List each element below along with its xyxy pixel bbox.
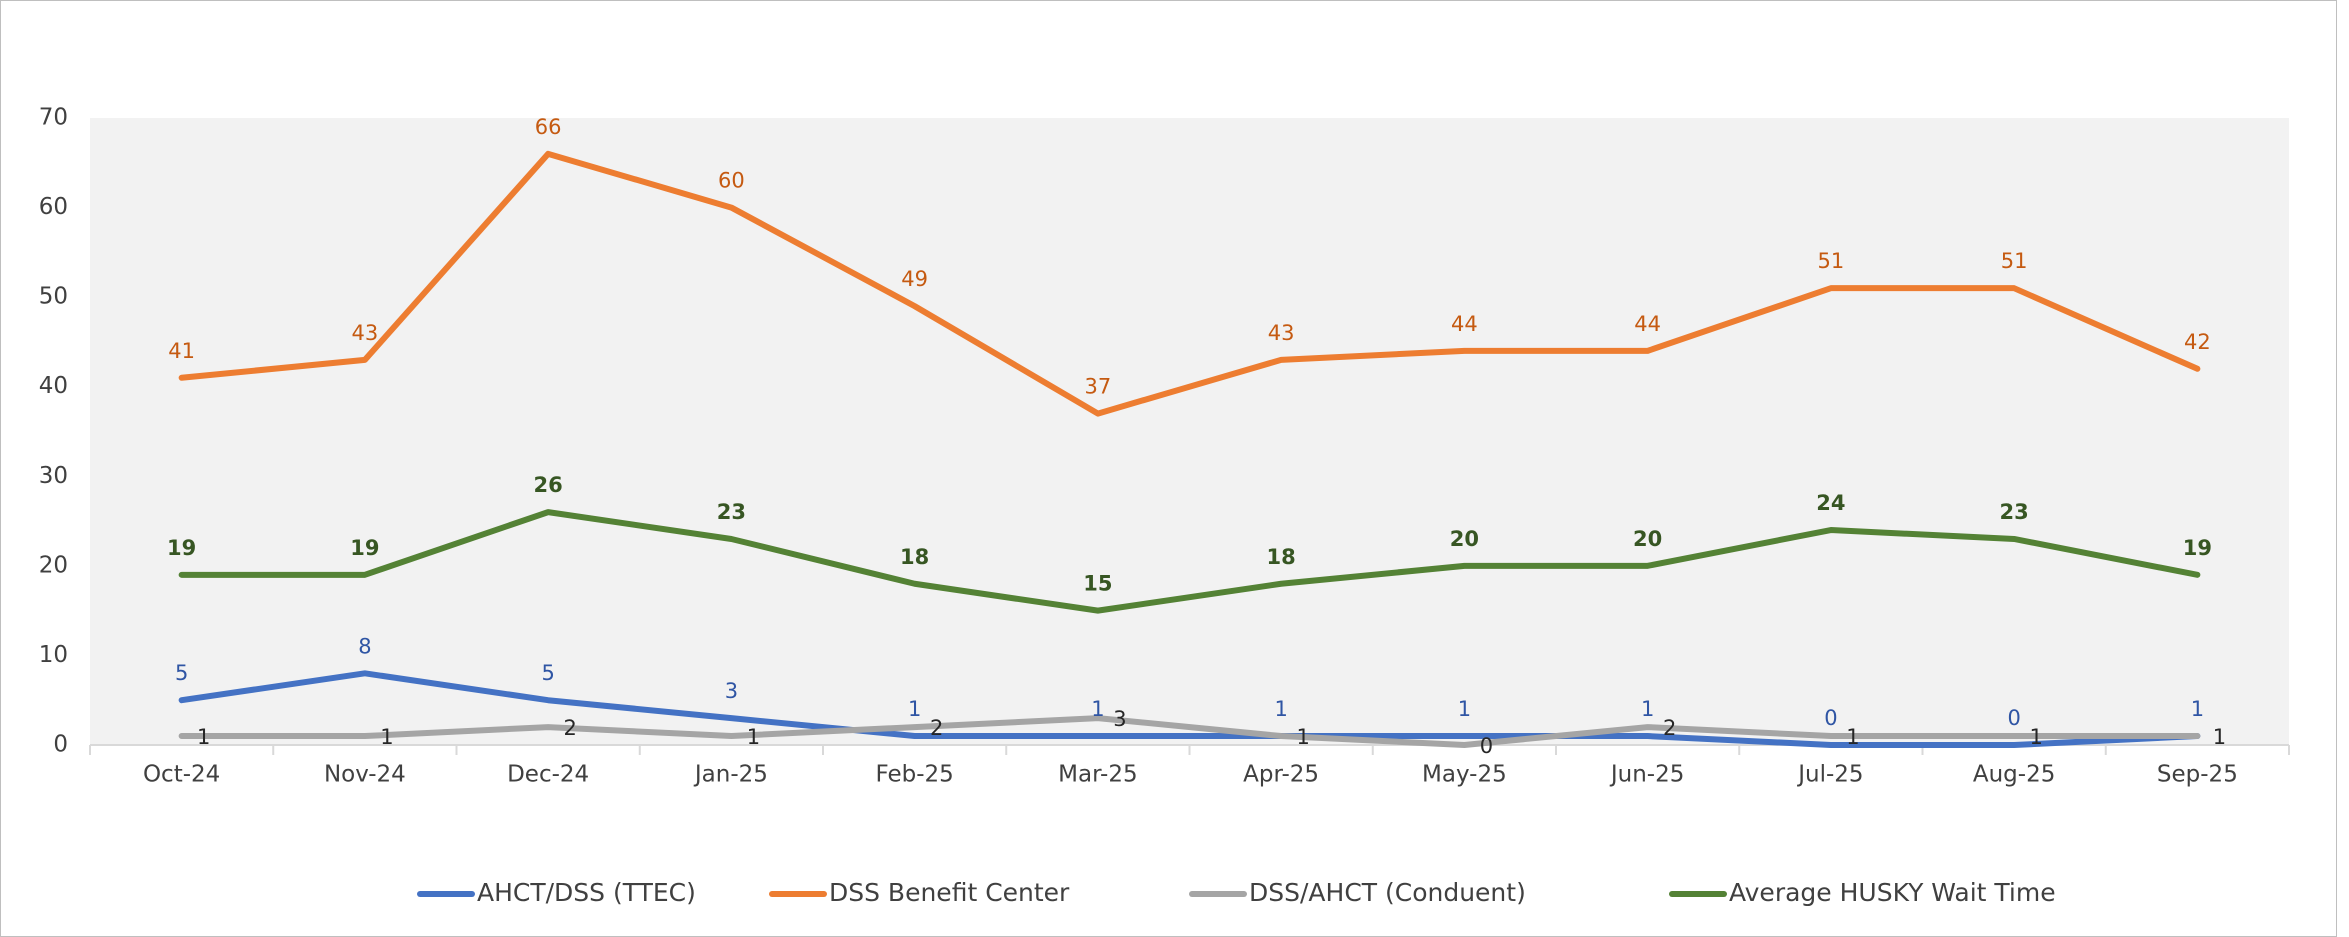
- data-label: 3: [725, 679, 738, 703]
- legend-item: DSS/AHCT (Conduent): [1189, 878, 1526, 907]
- y-tick-label: 20: [39, 552, 68, 578]
- data-label: 19: [167, 536, 196, 560]
- x-tick-label: Oct-24: [143, 762, 220, 788]
- data-label: 1: [2213, 725, 2226, 749]
- legend-label: AHCT/DSS (TTEC): [477, 878, 696, 907]
- x-tick-label: Jul-25: [1796, 762, 1863, 788]
- data-label: 20: [1633, 527, 1662, 551]
- data-label: 18: [900, 545, 929, 569]
- data-label: 5: [175, 661, 188, 685]
- legend-item: DSS Benefit Center: [769, 878, 1070, 907]
- data-label: 2: [563, 716, 576, 740]
- data-label: 26: [534, 473, 563, 497]
- x-tick-label: Sep-25: [2157, 762, 2238, 788]
- data-label: 24: [1816, 491, 1845, 515]
- legend-item: AHCT/DSS (TTEC): [417, 878, 696, 907]
- data-label: 66: [535, 115, 562, 139]
- data-label: 51: [2001, 249, 2028, 273]
- data-label: 3: [1113, 707, 1126, 731]
- x-tick-label: Jun-25: [1609, 762, 1685, 788]
- data-label: 43: [352, 321, 379, 345]
- data-label: 43: [1268, 321, 1295, 345]
- legend-item: Average HUSKY Wait Time: [1669, 878, 2056, 907]
- data-label: 18: [1267, 545, 1296, 569]
- data-label: 1: [2191, 697, 2204, 721]
- data-label: 1: [1458, 697, 1471, 721]
- data-label: 0: [1480, 734, 1493, 758]
- x-tick-label: Apr-25: [1243, 762, 1319, 788]
- y-tick-label: 40: [39, 373, 68, 399]
- data-label: 41: [168, 339, 195, 363]
- data-label: 5: [541, 661, 554, 685]
- data-label: 8: [358, 634, 371, 658]
- series-line: [178, 715, 2201, 748]
- y-tick-label: 60: [39, 194, 68, 220]
- data-label: 60: [718, 169, 745, 193]
- legend-label: DSS Benefit Center: [829, 878, 1070, 907]
- x-tick-label: Feb-25: [875, 762, 953, 788]
- series-line: [178, 509, 2201, 614]
- data-label: 23: [717, 500, 746, 524]
- data-label: 19: [350, 536, 379, 560]
- y-tick-label: 10: [39, 642, 68, 668]
- data-label: 1: [1641, 697, 1654, 721]
- x-tick-label: Nov-24: [324, 762, 406, 788]
- data-label: 1: [197, 725, 210, 749]
- y-tick-label: 50: [39, 284, 68, 310]
- data-label: 37: [1085, 375, 1112, 399]
- data-label: 1: [380, 725, 393, 749]
- x-tick-label: Mar-25: [1058, 762, 1138, 788]
- data-label: 2: [930, 716, 943, 740]
- plot-area: [90, 118, 2289, 745]
- data-label: 1: [2029, 725, 2042, 749]
- data-label: 1: [1846, 725, 1859, 749]
- series-line: [178, 150, 2201, 417]
- y-tick-label: 30: [39, 463, 68, 489]
- data-label: 15: [1083, 572, 1112, 596]
- legend-label: DSS/AHCT (Conduent): [1249, 878, 1526, 907]
- y-tick-label: 70: [39, 105, 68, 131]
- data-label: 23: [2000, 500, 2029, 524]
- data-label: 1: [1296, 725, 1309, 749]
- data-label: 19: [2183, 536, 2212, 560]
- legend-label: Average HUSKY Wait Time: [1729, 878, 2056, 907]
- data-label: 51: [1818, 249, 1845, 273]
- data-label: 1: [908, 697, 921, 721]
- x-tick-label: Dec-24: [507, 762, 589, 788]
- data-label: 49: [901, 267, 928, 291]
- y-tick-label: 0: [53, 732, 68, 758]
- x-tick-label: Jan-25: [693, 762, 768, 788]
- data-label: 0: [2007, 706, 2020, 730]
- data-label: 20: [1450, 527, 1479, 551]
- data-label: 0: [1824, 706, 1837, 730]
- x-tick-label: Aug-25: [1973, 762, 2055, 788]
- data-label: 42: [2184, 330, 2211, 354]
- data-label: 44: [1634, 312, 1661, 336]
- data-label: 1: [1091, 697, 1104, 721]
- data-label: 44: [1451, 312, 1478, 336]
- data-label: 2: [1663, 716, 1676, 740]
- series-line: [178, 670, 2201, 748]
- data-label: 1: [1274, 697, 1287, 721]
- x-tick-label: May-25: [1422, 762, 1507, 788]
- data-label: 1: [747, 725, 760, 749]
